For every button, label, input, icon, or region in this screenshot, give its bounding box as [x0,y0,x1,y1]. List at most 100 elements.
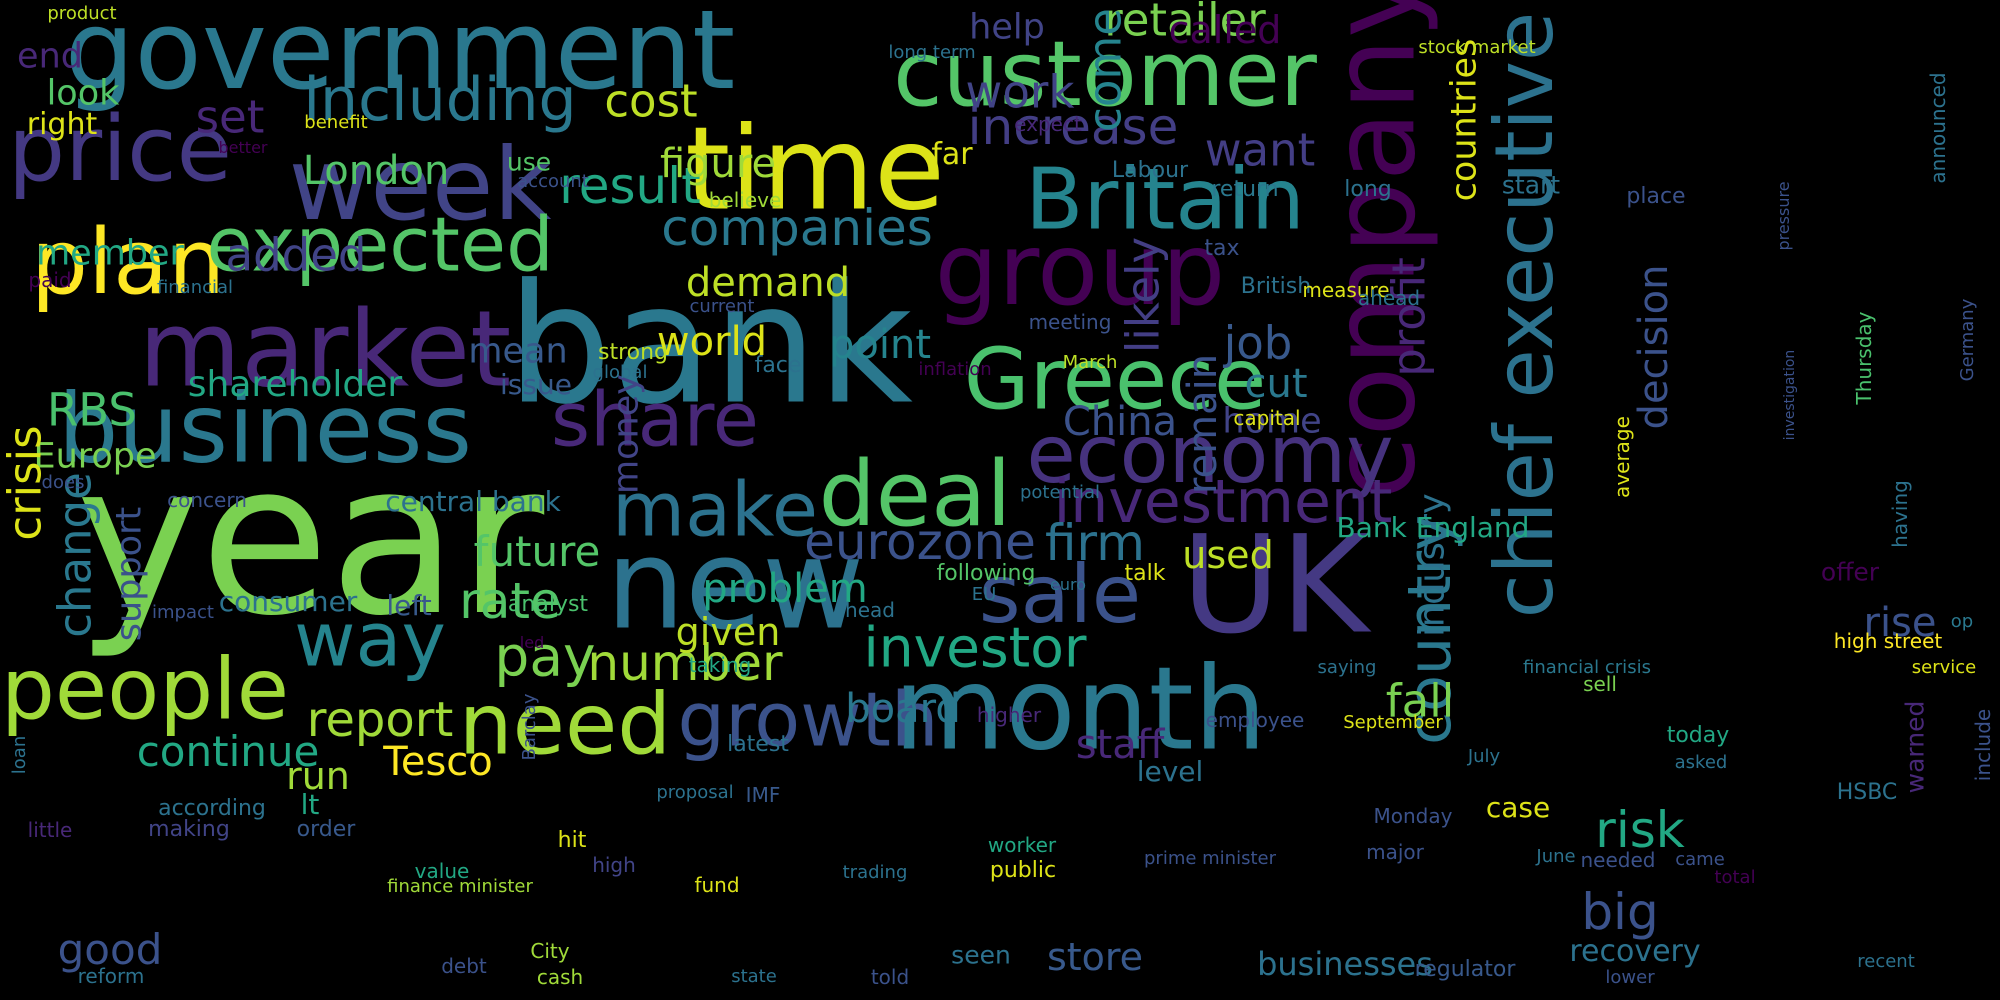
word-right: right [26,107,98,142]
word-paid: paid [28,268,72,292]
word-having: having [1888,480,1912,548]
word-fall: fall [1385,674,1455,728]
word-remain: remain [1180,353,1226,495]
word-september: September [1343,712,1443,733]
word-recent: recent [1857,951,1915,972]
word-market: market [138,288,512,411]
word-businesses: businesses [1257,945,1433,983]
word-higher: higher [976,703,1042,727]
word-recovery: recovery [1569,934,1701,969]
word-public: public [989,858,1057,883]
word-loan: loan [9,735,30,775]
word-board: board [845,686,961,732]
word-current: current [689,296,755,317]
word-little: little [27,818,73,842]
word-told: told [870,965,910,989]
word-saying: saying [1317,657,1377,678]
word-latest: latest [727,732,789,757]
word-measure: measure [1302,278,1390,302]
word-firm: firm [1045,514,1145,572]
word-group: group [934,211,1226,328]
word-thursday: Thursday [1852,311,1876,405]
word-monday: Monday [1373,804,1453,828]
word-led: led [519,633,545,652]
word-investment: investment [1053,467,1393,537]
word-europe: Europe [33,436,157,477]
word-companies: companies [661,199,933,257]
word-average: average [1610,416,1634,498]
word-retailer: retailer [1104,0,1266,47]
word-city: City [530,939,570,963]
word-prime-minister: prime minister [1143,848,1277,869]
word-came: came [1675,849,1725,870]
word-added: added [225,228,367,282]
word-set: set [195,90,265,144]
word-level: level [1136,755,1204,788]
word-sale: sale [978,548,1142,641]
word-high-street: high street [1833,629,1943,653]
word-according: according [158,796,266,821]
word-investigation: investigation [1782,349,1798,441]
word-countries: countries [1444,38,1485,202]
word-government: government [64,0,736,114]
word-long: long [1344,177,1392,202]
word-value: value [414,859,470,883]
word-look: look [46,73,120,114]
word-potential: potential [1019,482,1101,503]
word-week: week [288,126,552,243]
word-uk: UK [1181,506,1369,664]
word-meeting: meeting [1028,310,1112,334]
word-impact: impact [152,602,214,623]
word-future: future [473,527,601,576]
word-given: given [675,610,781,654]
word-including: including [303,65,577,135]
word-euro: euro [1050,575,1086,594]
word-consumer: consumer [218,585,358,618]
word-march: March [1062,352,1118,373]
word-finance-minister: finance minister [387,876,533,897]
word-employee: employee [1205,708,1305,732]
word-deal: deal [818,442,1012,547]
word-store: store [1046,935,1144,979]
word-july: July [1467,746,1501,767]
word-far: far [931,137,973,172]
word-return: return [1211,177,1279,202]
word-continue: continue [136,727,320,776]
word-need: need [458,675,672,775]
word-tax: tax [1204,236,1240,261]
word-include: include [1971,708,1995,782]
word-worker: worker [987,833,1057,857]
word-hit: hit [557,828,587,853]
word-investor: investor [863,615,1087,680]
word-account: account [517,171,589,192]
word-decision: decision [1631,264,1677,430]
word-op: op [1950,611,1974,632]
word-state: state [731,966,777,987]
word-use: use [506,147,552,177]
word-financial-crisis: financial crisis [1523,657,1651,678]
word-china: China [1062,399,1178,445]
word-major: major [1366,840,1424,864]
word-staff: staff [1075,722,1165,768]
word-global: global [592,362,648,383]
word-fund: fund [694,873,740,897]
word-mean: mean [468,331,568,372]
word-pay: pay [494,624,596,689]
word-stock-market: stock market [1418,37,1536,58]
word-expected: expected [206,200,554,289]
word-risk: risk [1595,801,1685,859]
word-good: good [57,925,163,974]
word-point: point [828,322,932,368]
word-rise: rise [1863,600,1937,646]
word-british: British [1240,274,1312,299]
word-member: member [36,233,184,274]
word-customer: customer [893,22,1317,127]
word-analyst: analyst [507,592,589,617]
word-price: price [8,97,232,202]
word-hsbc: HSBC [1836,780,1898,805]
word-head: head [845,598,895,622]
word-called: called [1168,8,1282,52]
word-home: home [1222,401,1322,442]
word-high: high [592,853,636,877]
